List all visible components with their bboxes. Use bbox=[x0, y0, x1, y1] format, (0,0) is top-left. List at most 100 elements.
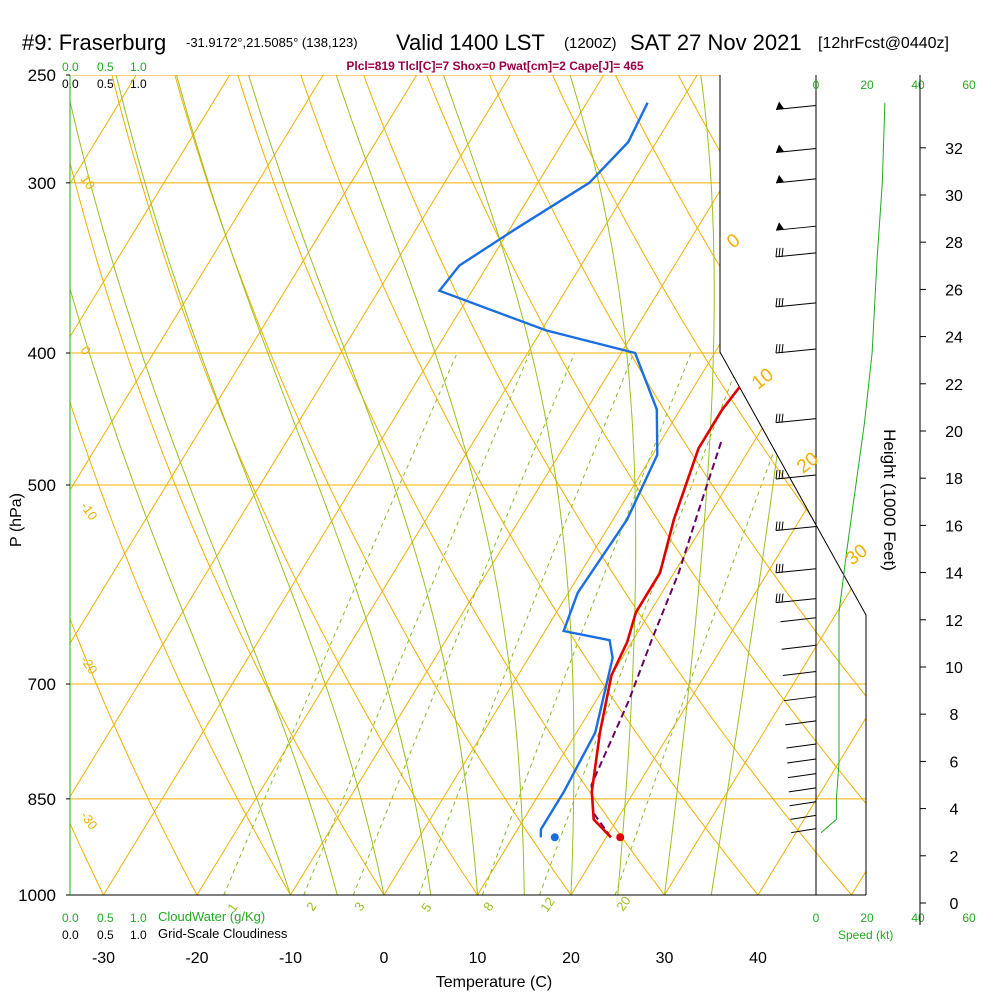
wind-barb-feather bbox=[778, 563, 781, 573]
windspeed-profile bbox=[820, 102, 886, 834]
temperature-tick-label: -10 bbox=[279, 950, 302, 967]
wind-barb-feather bbox=[778, 593, 781, 603]
wind-barb-flag bbox=[776, 101, 784, 110]
mixing-ratio-line bbox=[614, 352, 811, 895]
cloudwater-tick-top: 0.0 bbox=[62, 60, 79, 74]
windspeed-scale-top: 0 20 40 60 bbox=[813, 78, 976, 92]
pressure-axis-title: P (hPa) bbox=[8, 493, 25, 547]
wind-barb bbox=[787, 773, 817, 779]
dry-adiabat-line bbox=[70, 75, 198, 895]
cloudwater-scale-bottom: 0.0 0.5 1.0 bbox=[62, 911, 147, 925]
height-tick-label: 32 bbox=[945, 141, 963, 158]
cloudiness-tick-bottom: 0.5 bbox=[97, 928, 114, 942]
height-tick-label: 24 bbox=[945, 330, 963, 347]
mixing-ratio-label: 3 bbox=[351, 899, 367, 914]
cloudiness-scale-top: 0.0 0.5 1.0 bbox=[62, 77, 147, 91]
windspeed-tick-bottom: 60 bbox=[962, 911, 976, 925]
cloudwater-tick-bottom: 0.5 bbox=[97, 911, 114, 925]
wind-barb bbox=[788, 787, 817, 793]
wind-barb-feather bbox=[775, 563, 778, 573]
dry-adiabat-line bbox=[0, 51, 10, 895]
wind-barb-feather bbox=[781, 343, 784, 354]
wind-barb bbox=[775, 418, 817, 424]
windspeed-tick-top: 20 bbox=[860, 78, 874, 92]
wind-barb-feather bbox=[778, 343, 781, 354]
dry-adiabat-label: 10 bbox=[748, 364, 778, 394]
moist-adiabat-line bbox=[664, 75, 715, 895]
valid-date: SAT 27 Nov 2021 bbox=[630, 30, 802, 55]
temperature-tick-label: -30 bbox=[92, 950, 115, 967]
dry-adiabat-line bbox=[229, 75, 665, 895]
windspeed-tick-top: 60 bbox=[962, 78, 976, 92]
wind-barb bbox=[782, 671, 817, 677]
height-tick-label: 4 bbox=[950, 802, 959, 819]
cloudiness-tick-bottom: 0.0 bbox=[62, 928, 79, 942]
dry-adiabat-line bbox=[105, 75, 478, 895]
wind-barb bbox=[783, 696, 817, 702]
dry-adiabat-line bbox=[478, 75, 866, 895]
wind-barb-feather bbox=[775, 521, 778, 531]
stability-indices: Plcl=819 Tlcl[C]=7 Shox=0 Pwat[cm]=2 Cap… bbox=[346, 59, 643, 73]
wind-barb bbox=[775, 104, 817, 110]
height-tick-label: 6 bbox=[950, 754, 959, 771]
height-tick-label: 14 bbox=[945, 566, 963, 583]
dry-adiabat-line bbox=[977, 51, 1000, 895]
wind-barb-feather bbox=[778, 521, 781, 531]
wind-barb-flag bbox=[776, 174, 784, 183]
height-tick-label: 2 bbox=[950, 849, 959, 866]
cloudwater-tick-top: 0.5 bbox=[97, 60, 114, 74]
wind-barb bbox=[786, 743, 817, 749]
wind-barb bbox=[781, 644, 817, 650]
cloudwater-label: CloudWater (g/Kg) bbox=[158, 909, 265, 924]
wind-barb-feather bbox=[775, 593, 778, 603]
pressure-tick-label: 400 bbox=[28, 344, 56, 363]
moist-adiabat-line bbox=[70, 75, 338, 895]
surface-point-temperature bbox=[616, 833, 625, 842]
isotherm-label: -30 bbox=[78, 808, 101, 832]
wind-barbs bbox=[775, 101, 817, 834]
temperature-tick-label: 0 bbox=[380, 950, 389, 967]
wind-barb-feather bbox=[778, 247, 781, 257]
isotherm-line bbox=[70, 75, 231, 895]
surface-points bbox=[550, 833, 625, 842]
wind-barb bbox=[775, 178, 817, 184]
dry-adiabat-line bbox=[416, 75, 866, 895]
pressure-tick-label: 500 bbox=[28, 476, 56, 495]
mixing-ratio-label: 12 bbox=[537, 894, 558, 914]
temperature-tick-label: 10 bbox=[469, 950, 487, 967]
dry-adiabat-label: 0 bbox=[723, 230, 744, 253]
cloudiness-tick-top: 0.0 bbox=[62, 77, 79, 91]
moist-adiabat-line bbox=[248, 75, 478, 895]
profiles bbox=[437, 102, 866, 839]
cloudiness-tick-top: 0.5 bbox=[97, 77, 114, 91]
wind-barb bbox=[790, 814, 817, 820]
wind-barb-feather bbox=[781, 563, 784, 573]
isotherm-line bbox=[757, 75, 866, 895]
cloudwater-tick-bottom: 1.0 bbox=[130, 911, 147, 925]
height-tick-label: 26 bbox=[945, 282, 963, 299]
dry-adiabat-line bbox=[167, 75, 572, 895]
height-axis-title: Height (1000 Feet) bbox=[880, 429, 899, 571]
pressure-tick-label: 700 bbox=[28, 675, 56, 694]
wind-barb-flag bbox=[776, 144, 784, 153]
cloudiness-scale-bottom: 0.0 0.5 1.0 bbox=[62, 928, 147, 942]
windspeed-tick-bottom: 0 bbox=[813, 911, 820, 925]
dry-adiabat-lines bbox=[0, 51, 1000, 895]
height-tick-label: 28 bbox=[945, 235, 963, 252]
wind-barb bbox=[775, 526, 817, 532]
height-tick-label: 30 bbox=[945, 188, 963, 205]
cloudwater-tick-top: 1.0 bbox=[130, 60, 147, 74]
pressure-tick-label: 300 bbox=[28, 174, 56, 193]
dry-adiabat-label: 30 bbox=[842, 540, 872, 570]
wind-barb-feather bbox=[781, 413, 784, 423]
windspeed-label: Speed (kt) bbox=[838, 928, 893, 942]
wind-barb bbox=[775, 225, 817, 231]
height-tick-label: 10 bbox=[945, 660, 963, 677]
cloudiness-tick-bottom: 1.0 bbox=[130, 928, 147, 942]
surface-point-dewpoint bbox=[550, 833, 559, 842]
station-coords: -31.9172°,21.5085° (138,123) bbox=[186, 35, 358, 50]
wind-barb bbox=[775, 302, 817, 308]
pressure-tick-label: 850 bbox=[28, 790, 56, 809]
